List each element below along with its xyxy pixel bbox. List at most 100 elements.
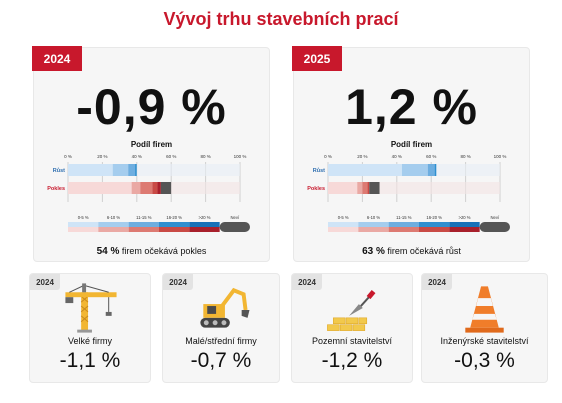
year-badge: 2024 — [30, 274, 60, 290]
panel-2024: 2024 -0,9 % Podíl firem 0 % 20 % 40 % 60 % 8… — [32, 46, 270, 262]
bar-segment — [128, 164, 136, 176]
year-badge: 2024 — [292, 274, 322, 290]
bar-segment — [328, 164, 402, 176]
x-tick-label: 40 % — [132, 154, 142, 159]
legend-swatch-fall — [328, 227, 359, 232]
x-tick-label: 80 % — [460, 154, 470, 159]
x-tick-label: 0 % — [324, 154, 332, 159]
bar-remainder — [171, 182, 240, 194]
legend-label: >20 % — [459, 215, 471, 220]
x-tick-label: 60 % — [166, 154, 176, 159]
legend-swatch-fall — [358, 227, 389, 232]
traffic-cone-icon — [465, 286, 504, 333]
legend-swatch-grow — [419, 222, 450, 227]
sector-value: -1,1 % — [59, 349, 121, 372]
legend-swatch-grow — [68, 222, 99, 227]
sector-card-small-medium: 2024 Malé/střední firmy -0,7 % — [162, 273, 280, 383]
panel-2025: 2025 1,2 % Podíl firem 0 % 20 % 40 % 60 % 80… — [292, 46, 530, 262]
year-badge: 2024 — [163, 274, 193, 290]
year-badge: 2024 — [32, 46, 82, 71]
bar-segment — [160, 182, 172, 194]
legend-swatch-grow — [128, 222, 159, 227]
bar-remainder — [136, 164, 240, 176]
x-tick-label: 20 % — [97, 154, 107, 159]
legend-swatch-fall — [189, 227, 220, 232]
legend-swatch-unknown — [479, 222, 510, 232]
x-tick-label: 60 % — [426, 154, 436, 159]
legend-label: Neví — [491, 215, 500, 220]
legend-label: 16-20 % — [426, 215, 442, 220]
bar-segment — [68, 182, 132, 194]
crane-icon — [65, 283, 117, 333]
legend-swatch-unknown — [219, 222, 250, 232]
legend-swatch-grow — [328, 222, 359, 227]
bar-segment — [68, 164, 113, 176]
sector-value: -0,3 % — [454, 349, 515, 372]
sector-card-building: 2024 Pozemní stavitelství -1,2 % — [291, 273, 413, 383]
share-chart: 0 % 20 % 40 % 60 % 80 % 100 % Růst Pokles 0-5 % 6… — [307, 154, 510, 232]
page-title: Vývoj trhu stavebních prací — [163, 9, 399, 29]
sector-label: Inženýrské stavitelství — [440, 336, 529, 346]
legend-swatch-fall — [68, 227, 99, 232]
category-label: Pokles — [307, 186, 325, 192]
bar-segment — [427, 164, 435, 176]
year-badge: 2024 — [422, 274, 452, 290]
legend-swatch-fall — [419, 227, 450, 232]
headline-value: -0,9 % — [76, 79, 227, 135]
legend-label: 0-5 % — [78, 215, 89, 220]
legend-label: Neví — [231, 215, 240, 220]
x-tick-label: 100 % — [494, 154, 507, 159]
headline-value: 1,2 % — [345, 79, 478, 135]
year-badge: 2025 — [292, 46, 342, 71]
sector-card-civil: 2024 Inženýrské stavitelství -0,3 % — [421, 273, 548, 383]
chart-title: Podíl firem — [390, 140, 433, 149]
bar-segment — [135, 164, 137, 176]
bricks-trowel-icon — [327, 289, 376, 331]
legend-swatch-grow — [159, 222, 190, 227]
bar-segment — [434, 164, 437, 176]
bar-segment — [140, 182, 153, 194]
legend-swatch-fall — [388, 227, 419, 232]
category-label: Růst — [53, 167, 65, 174]
sector-label: Pozemní stavitelství — [311, 336, 393, 346]
sector-card-large: 2024 Velké firmy -1,1 % — [29, 273, 151, 383]
x-tick-label: 100 % — [234, 154, 247, 159]
sector-label: Velké firmy — [67, 336, 112, 346]
legend-label: >20 % — [199, 215, 211, 220]
chart-title: Podíl firem — [130, 140, 173, 149]
sector-value: -0,7 % — [190, 349, 252, 372]
summary: 63 % firem očekává růst — [362, 246, 461, 257]
summary: 54 % firem očekává pokles — [96, 246, 207, 257]
legend-swatch-fall — [159, 227, 190, 232]
legend-label: 11-15 % — [396, 215, 412, 220]
x-tick-label: 0 % — [64, 154, 72, 159]
bar-remainder — [379, 182, 500, 194]
category-label: Pokles — [47, 186, 65, 192]
legend-swatch-grow — [98, 222, 129, 227]
legend-swatch-grow — [358, 222, 389, 227]
legend-swatch-fall — [98, 227, 129, 232]
category-label: Růst — [313, 167, 325, 174]
share-chart: 0 % 20 % 40 % 60 % 80 % 100 % Růst Pokles 0-5 % 6… — [47, 154, 250, 232]
bar-segment — [157, 182, 161, 194]
bar-segment — [357, 182, 363, 194]
legend-swatch-grow — [388, 222, 419, 227]
bar-remainder — [436, 164, 500, 176]
legend-swatch-grow — [189, 222, 220, 227]
bar-segment — [367, 182, 370, 194]
bar-segment — [328, 182, 358, 194]
x-tick-label: 80 % — [200, 154, 210, 159]
bar-segment — [112, 164, 129, 176]
legend-swatch-fall — [128, 227, 159, 232]
sector-value: -1,2 % — [321, 349, 383, 372]
legend-label: 6-10 % — [107, 215, 121, 220]
bar-segment — [152, 182, 158, 194]
bar-segment — [369, 182, 380, 194]
legend-label: 16-20 % — [166, 215, 182, 220]
legend-label: 0-5 % — [338, 215, 349, 220]
bar-segment — [401, 164, 428, 176]
excavator-icon — [200, 287, 250, 328]
bar-segment — [131, 182, 141, 194]
legend-label: 6-10 % — [367, 215, 381, 220]
bar-segment — [362, 182, 368, 194]
